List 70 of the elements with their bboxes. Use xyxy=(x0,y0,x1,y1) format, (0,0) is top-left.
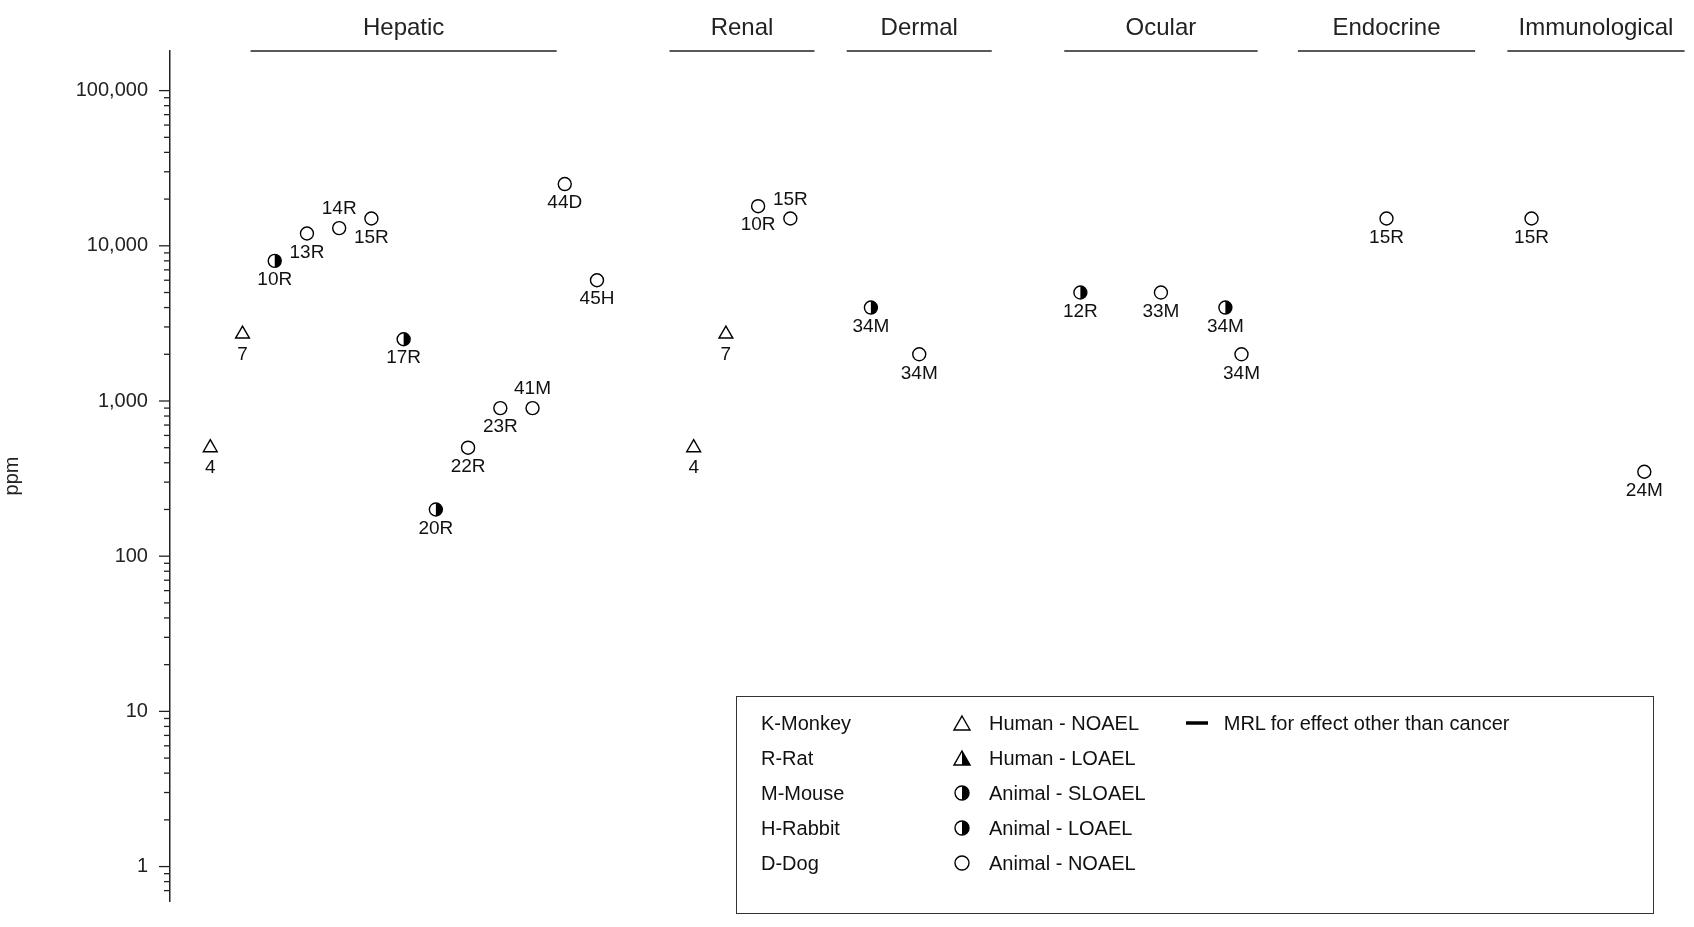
annotation: 13R xyxy=(289,240,325,262)
x-tick-label: Endocrine xyxy=(1332,13,1441,41)
point xyxy=(331,220,347,236)
point xyxy=(525,400,540,416)
annotation: 7 xyxy=(237,342,248,364)
y-tick-label: 1 xyxy=(136,854,148,877)
annotation: 34M xyxy=(1206,314,1244,336)
point xyxy=(202,439,218,453)
point xyxy=(364,211,379,226)
annotation: 20R xyxy=(418,516,454,538)
annotation: K-Monkey xyxy=(761,711,853,735)
annotation: 4 xyxy=(688,456,700,478)
x-tick-label: Dermal xyxy=(880,13,958,41)
point xyxy=(299,226,315,241)
point xyxy=(912,347,927,362)
annotation: 33M xyxy=(1142,299,1180,321)
annotation: 12R xyxy=(1062,299,1098,321)
y-axis-title: ppm xyxy=(0,456,22,496)
legend-label: Animal - LOAEL xyxy=(989,816,1133,840)
annotation: 14R xyxy=(321,197,357,219)
annotation: 15R xyxy=(353,225,389,247)
point xyxy=(686,439,702,453)
annotation: 41M xyxy=(514,377,552,399)
point xyxy=(493,400,508,416)
point xyxy=(1234,347,1249,362)
y-tick-label: 10,000 xyxy=(86,233,148,256)
annotation: 44D xyxy=(547,191,583,213)
legend-label: Human - NOAEL xyxy=(989,711,1140,735)
annotation: 15R xyxy=(1514,225,1549,247)
annotation: M-Mouse xyxy=(761,781,846,805)
annotation: 7 xyxy=(720,342,732,364)
legend-label: Human - LOAEL xyxy=(989,746,1136,770)
y-tick-label: 10 xyxy=(125,698,148,721)
annotation: 10R xyxy=(257,268,293,290)
annotation: D-Dog xyxy=(761,851,820,875)
annotation: R-Rat xyxy=(761,746,815,770)
point xyxy=(1637,464,1652,479)
annotation: 22R xyxy=(450,454,486,476)
point xyxy=(460,440,476,455)
point xyxy=(1524,211,1539,226)
annotation: 34M xyxy=(852,314,890,336)
legend-label: Animal - SLOAEL xyxy=(989,781,1146,805)
annotation: 34M xyxy=(900,361,938,383)
legend-label: MRL for effect other than cancer xyxy=(1223,711,1510,735)
point xyxy=(1379,211,1394,226)
y-tick-label: 100,000 xyxy=(75,78,148,101)
point xyxy=(718,325,734,339)
point xyxy=(750,198,766,214)
annotation: 4 xyxy=(204,456,216,478)
x-tick-label: Ocular xyxy=(1125,13,1197,41)
point xyxy=(783,211,798,226)
annotation: 23R xyxy=(482,415,518,437)
point xyxy=(557,176,572,192)
annotation: 10R xyxy=(740,213,776,235)
point xyxy=(589,273,605,288)
annotation: 45H xyxy=(579,287,615,309)
annotation: 24M xyxy=(1625,478,1663,500)
y-tick-label: 1,000 xyxy=(97,388,148,411)
annotation: 17R xyxy=(386,346,422,368)
x-tick-label: Renal xyxy=(710,13,774,41)
annotation: 15R xyxy=(1369,225,1404,247)
legend-label: Animal - NOAEL xyxy=(989,851,1136,875)
annotation: 34M xyxy=(1223,361,1260,383)
x-tick-label: Hepatic xyxy=(362,13,445,41)
point xyxy=(234,325,251,339)
annotation: H-Rabbit xyxy=(761,816,841,840)
point xyxy=(1153,285,1169,300)
x-tick-label: Immunological xyxy=(1518,13,1674,41)
annotation: 15R xyxy=(772,187,808,209)
y-tick-label: 100 xyxy=(114,543,148,566)
